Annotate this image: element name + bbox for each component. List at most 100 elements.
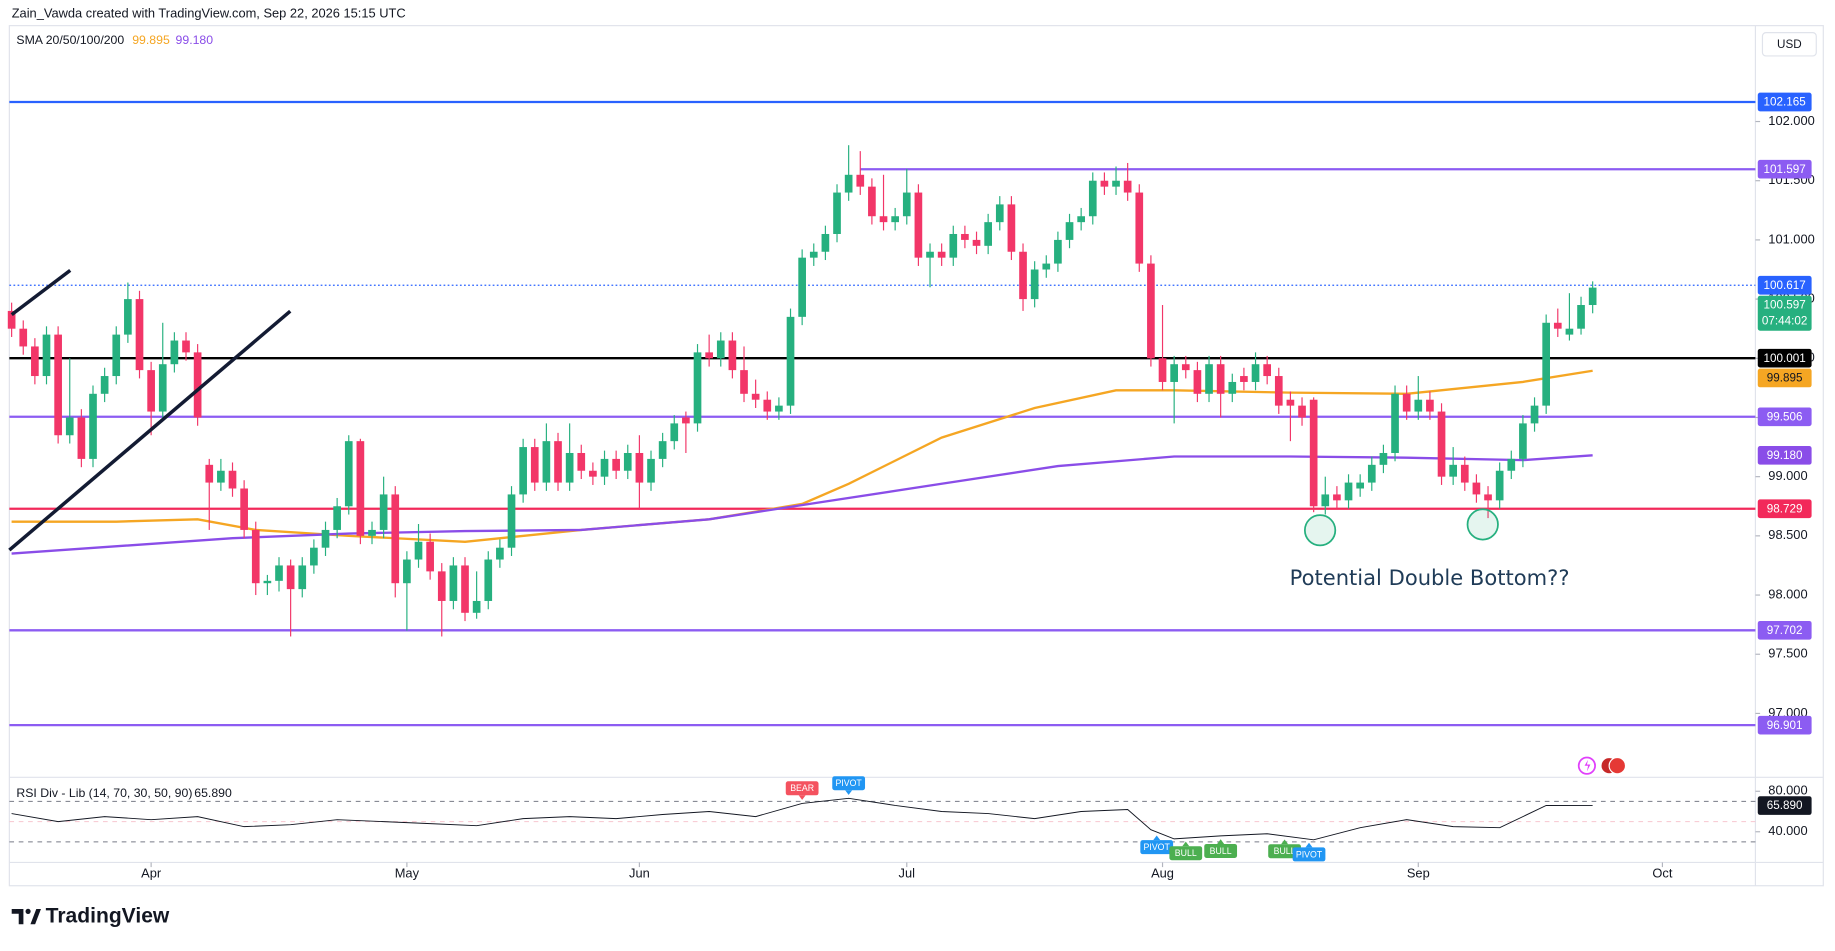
candle-body <box>1344 482 1353 501</box>
candle-body <box>1588 287 1597 306</box>
price-label-box <box>1757 407 1812 427</box>
signal-label: PIVOT <box>835 778 862 788</box>
candle-body <box>1577 305 1585 329</box>
candle-body <box>554 441 562 483</box>
candle-body <box>89 393 97 459</box>
logo: TradingView <box>11 905 170 928</box>
price-label: 100.001 <box>1764 352 1806 365</box>
candle-body <box>1042 263 1051 270</box>
price-label-box <box>1757 368 1812 388</box>
price-label: 98.729 <box>1767 502 1803 515</box>
candle-body <box>449 565 458 601</box>
candle-body <box>844 174 853 193</box>
rsi-legend-value: 65.890 <box>194 786 232 800</box>
candle-body <box>995 204 1004 223</box>
signal-arrow <box>798 795 806 800</box>
candle-body <box>1112 180 1120 187</box>
price-label-box <box>1757 295 1812 331</box>
candle-body <box>635 452 644 483</box>
candle-body <box>589 470 597 477</box>
price-label-box <box>1757 446 1812 465</box>
candle-body <box>763 399 772 412</box>
price-label-box <box>1757 159 1812 179</box>
candle-body <box>1100 180 1109 187</box>
rsi-legend: RSI Div - Lib (14, 70, 30, 50, 90) <box>16 786 192 800</box>
candle-body <box>391 494 400 584</box>
candle-body <box>484 559 493 601</box>
event-icon[interactable] <box>1608 756 1627 775</box>
signal-box <box>832 776 866 791</box>
price-label: 102.165 <box>1764 96 1806 109</box>
candle-body <box>891 216 899 223</box>
candle-body <box>1147 263 1155 359</box>
candle-body <box>205 464 214 483</box>
price-label: 100.597 <box>1764 299 1806 312</box>
candle-body <box>1274 376 1283 406</box>
candle-body <box>879 216 888 223</box>
candle-body <box>368 529 376 536</box>
candle-body <box>403 559 411 584</box>
event-icon[interactable] <box>1584 759 1591 772</box>
candle-body <box>716 340 725 359</box>
candle-body <box>902 192 911 217</box>
y-tick-label: 101.000 <box>1768 231 1814 246</box>
candle-body <box>1216 364 1225 394</box>
annotation: Potential Double Bottom?? <box>1290 565 1570 590</box>
candle-body <box>275 565 283 581</box>
candle-body <box>530 447 539 483</box>
candle-body <box>1123 180 1132 193</box>
currency[interactable]: USD <box>1777 38 1802 51</box>
price-label: 99.180 <box>1767 449 1803 462</box>
y-tick-label: 99.000 <box>1768 468 1807 483</box>
candle-body <box>298 565 307 590</box>
x-tick-label: Apr <box>141 865 162 880</box>
candle-body <box>251 529 260 584</box>
candle-body <box>1240 376 1248 382</box>
signal-arrow <box>1217 839 1225 844</box>
y-tick-label: 97.500 <box>1768 646 1807 661</box>
candle-body <box>1565 328 1574 335</box>
candle-body <box>1065 222 1074 240</box>
candle-body <box>31 346 39 377</box>
signal-arrow <box>1182 841 1190 847</box>
candle-body <box>1367 464 1376 483</box>
logo-mark <box>11 909 24 925</box>
signal-arrow <box>1153 835 1161 841</box>
candle-body <box>670 423 679 442</box>
candle-body <box>310 547 318 566</box>
signal-box <box>785 781 819 796</box>
rsi-tick-label: 40.000 <box>1768 823 1807 838</box>
rsi-line <box>11 797 1593 841</box>
candle-body <box>7 310 16 329</box>
candle-body <box>437 571 446 601</box>
candle-body <box>112 334 121 377</box>
signal-arrow <box>845 790 853 795</box>
trend-line <box>10 268 72 317</box>
x-tick-label: Sep <box>1407 865 1430 880</box>
candle-body <box>1333 494 1341 501</box>
candle-body <box>1379 452 1388 465</box>
candle-body <box>577 452 586 471</box>
event-icons[interactable] <box>1577 756 1627 775</box>
candle-body <box>1553 322 1562 329</box>
price-label: 99.895 <box>1767 372 1803 385</box>
candle-body <box>1077 216 1085 223</box>
signal-label: BULL <box>1274 846 1296 856</box>
candle-body <box>356 441 365 536</box>
signal-label: BULL <box>1175 848 1197 858</box>
candle-body <box>54 334 62 436</box>
candle-body <box>414 541 423 560</box>
candle-body <box>1449 464 1457 477</box>
sma-legend-value: 99.180 <box>176 33 214 47</box>
y-tick-label: 98.000 <box>1768 586 1807 601</box>
currency-box[interactable] <box>1761 32 1817 57</box>
candle-body <box>833 192 841 234</box>
signal-box <box>1169 846 1203 861</box>
candle-body <box>1228 381 1237 394</box>
candle-body <box>1484 494 1492 501</box>
candle-body <box>519 447 527 495</box>
candle-body <box>740 370 748 394</box>
candle-body <box>623 452 632 471</box>
